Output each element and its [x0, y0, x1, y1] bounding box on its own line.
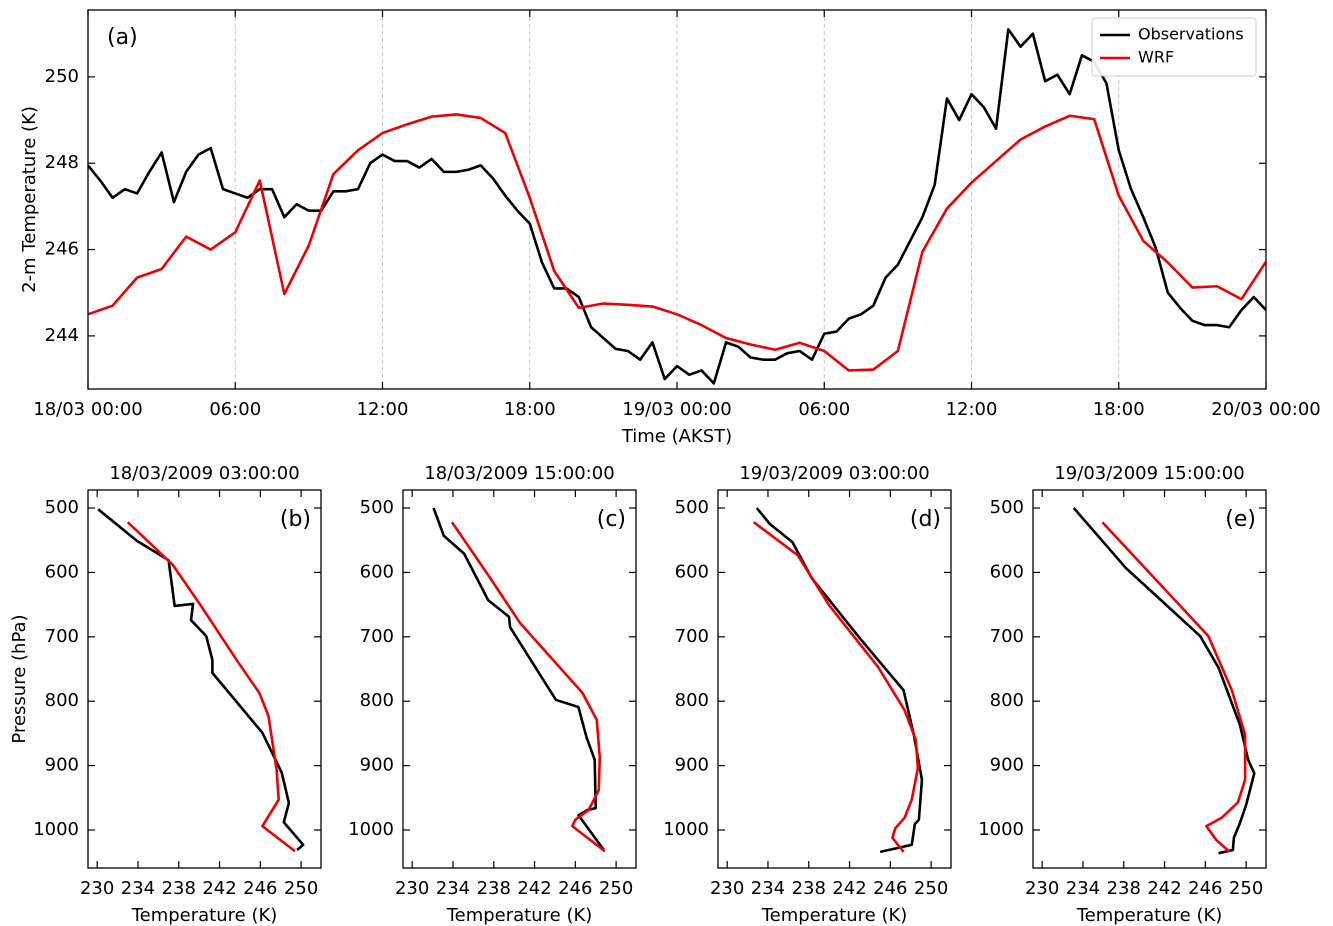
axes-frame: [717, 489, 952, 869]
y-tick-label: 248: [45, 152, 79, 173]
x-axis-label: Temperature (K): [131, 905, 278, 926]
x-tick-label: 242: [1147, 878, 1181, 899]
x-axis-label: Temperature (K): [761, 905, 908, 926]
panel-title: 19/03/2009 03:00:00: [739, 463, 929, 484]
y-axis-label: 2-m Temperature (K): [19, 106, 40, 293]
y-tick-label: 600: [360, 561, 394, 582]
x-tick-label: 230: [395, 878, 429, 899]
x-tick-label: 242: [832, 878, 866, 899]
x-tick-label: 18/03 00:00: [33, 399, 142, 420]
y-tick-label: 800: [45, 690, 79, 711]
y-tick-label: 600: [45, 561, 79, 582]
legend-label: Observations: [1138, 25, 1244, 44]
x-tick-label: 250: [599, 878, 633, 899]
x-tick-label: 234: [121, 878, 155, 899]
x-tick-label: 250: [284, 878, 318, 899]
y-tick-label: 1000: [663, 819, 709, 840]
y-tick-label: 800: [675, 690, 709, 711]
x-tick-label: 20/03 00:00: [1211, 399, 1320, 420]
series-line: [97, 508, 305, 851]
series-line: [450, 521, 606, 853]
x-tick-label: 234: [1066, 878, 1100, 899]
x-tick-label: 234: [751, 878, 785, 899]
y-tick-label: 700: [45, 626, 79, 647]
y-tick-label: 500: [675, 497, 709, 518]
x-tick-label: 230: [80, 878, 114, 899]
y-tick-label: 244: [45, 325, 79, 346]
series-line: [1072, 507, 1256, 855]
panel-label: (b): [280, 507, 311, 532]
x-tick-label: 238: [1107, 878, 1141, 899]
y-tick-label: 900: [675, 755, 709, 776]
axes-frame: [87, 489, 322, 869]
x-tick-label: 18:00: [504, 399, 556, 420]
series-line: [432, 507, 605, 851]
x-axis-label: Time (AKST): [621, 426, 732, 447]
x-tick-label: 250: [1229, 878, 1263, 899]
x-tick-label: 230: [710, 878, 744, 899]
y-tick-label: 246: [45, 239, 79, 260]
x-tick-label: 234: [436, 878, 470, 899]
x-tick-label: 06:00: [798, 399, 850, 420]
y-tick-label: 1000: [33, 819, 79, 840]
y-tick-label: 1000: [348, 819, 394, 840]
panel-label: (e): [1225, 507, 1256, 532]
x-tick-label: 19/03 00:00: [622, 399, 731, 420]
y-tick-label: 700: [675, 626, 709, 647]
y-tick-label: 500: [990, 497, 1024, 518]
y-tick-label: 900: [360, 755, 394, 776]
x-tick-label: 12:00: [946, 399, 998, 420]
y-tick-label: 500: [45, 497, 79, 518]
panel-title: 19/03/2009 15:00:00: [1054, 463, 1244, 484]
x-tick-label: 242: [202, 878, 236, 899]
y-tick-label: 700: [360, 626, 394, 647]
y-tick-label: 600: [990, 561, 1024, 582]
y-tick-label: 800: [360, 690, 394, 711]
series-line: [752, 521, 920, 853]
series-line: [755, 507, 924, 854]
x-tick-label: 06:00: [209, 399, 261, 420]
x-tick-label: 246: [243, 878, 277, 899]
y-tick-label: 500: [360, 497, 394, 518]
panel-label: (c): [597, 507, 626, 532]
x-tick-label: 246: [873, 878, 907, 899]
y-tick-label: 900: [990, 755, 1024, 776]
x-tick-label: 12:00: [357, 399, 409, 420]
panel-title: 18/03/2009 15:00:00: [424, 463, 614, 484]
series-line: [87, 113, 1268, 372]
axes-frame: [402, 489, 637, 869]
x-tick-label: 18:00: [1093, 399, 1145, 420]
panel-label: (d): [910, 507, 941, 532]
axes-frame: [1032, 489, 1267, 869]
legend-label: WRF: [1138, 48, 1174, 67]
x-tick-label: 242: [517, 878, 551, 899]
series-line: [126, 521, 296, 853]
x-axis-label: Temperature (K): [1076, 905, 1223, 926]
y-tick-label: 800: [990, 690, 1024, 711]
x-tick-label: 250: [914, 878, 948, 899]
y-tick-label: 900: [45, 755, 79, 776]
y-tick-label: 700: [990, 626, 1024, 647]
legend-box: [1091, 17, 1257, 77]
series-line: [1101, 521, 1247, 853]
x-tick-label: 238: [162, 878, 196, 899]
x-tick-label: 246: [558, 878, 592, 899]
series-line: [86, 28, 1267, 385]
x-tick-label: 246: [1188, 878, 1222, 899]
y-axis-label: Pressure (hPa): [9, 614, 30, 743]
x-tick-label: 238: [792, 878, 826, 899]
y-tick-label: 250: [45, 66, 79, 87]
x-axis-label: Temperature (K): [446, 905, 593, 926]
y-tick-label: 1000: [978, 819, 1024, 840]
x-tick-label: 230: [1025, 878, 1059, 899]
panel-label: (a): [107, 25, 138, 50]
y-tick-label: 600: [675, 561, 709, 582]
panel-title: 18/03/2009 03:00:00: [109, 463, 299, 484]
x-tick-label: 238: [477, 878, 511, 899]
